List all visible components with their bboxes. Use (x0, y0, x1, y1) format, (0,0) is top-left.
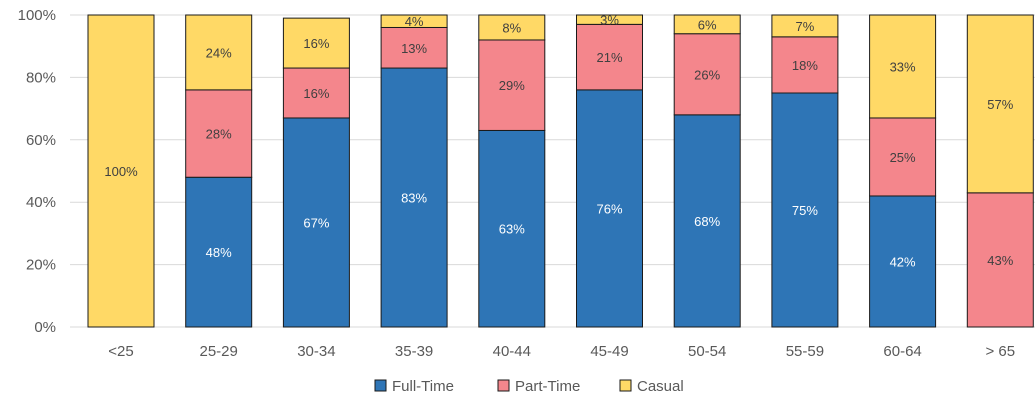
x-tick-label: <25 (108, 343, 133, 360)
bar-segment-casual (380, 14, 448, 28)
bar-segment-full-time (478, 129, 546, 328)
data-label: 26% (694, 67, 720, 82)
data-label: 75% (792, 203, 818, 218)
bar-segment-full-time (185, 176, 253, 328)
data-label: 57% (987, 97, 1013, 112)
bar-segment-part-time (771, 36, 839, 94)
data-label: 48% (206, 245, 232, 260)
data-label: 42% (890, 254, 916, 269)
y-tick-label: 20% (26, 257, 56, 274)
bar-segment-full-time (771, 92, 839, 328)
bar-segment-full-time (869, 195, 937, 328)
data-label: 24% (206, 45, 232, 60)
x-tick-label: 50-54 (688, 343, 726, 360)
data-label: 25% (890, 150, 916, 165)
bar-segment-casual (771, 14, 839, 38)
legend-swatch (619, 379, 632, 392)
y-tick-label: 60% (26, 132, 56, 149)
bar-segment-part-time (185, 89, 253, 178)
data-label: 29% (499, 78, 525, 93)
legend-label: Part-Time (515, 378, 580, 395)
x-tick-label: 45-49 (590, 343, 628, 360)
data-label: 8% (502, 20, 521, 35)
x-tick-label: 55-59 (786, 343, 824, 360)
bar-segment-casual (282, 17, 350, 69)
legend-label: Casual (637, 378, 684, 395)
data-label: 4% (405, 14, 424, 29)
bar-segment-casual (869, 14, 937, 119)
data-label: 3% (600, 13, 619, 28)
data-label: 7% (796, 19, 815, 34)
data-label: 83% (401, 191, 427, 206)
data-label: 67% (303, 215, 329, 230)
data-label: 63% (499, 222, 525, 237)
data-label: 33% (890, 59, 916, 74)
x-tick-label: 25-29 (200, 343, 238, 360)
data-label: 76% (596, 201, 622, 216)
x-tick-label: 60-64 (883, 343, 921, 360)
bar-segment-part-time (673, 33, 741, 116)
data-label: 43% (987, 253, 1013, 268)
x-tick-label: 30-34 (297, 343, 335, 360)
bar-segment-casual (576, 14, 643, 25)
y-tick-label: 40% (26, 194, 56, 211)
bar-segment-casual (478, 14, 546, 41)
bar-segment-full-time (380, 67, 448, 328)
data-label: 18% (792, 58, 818, 73)
x-tick-label: 40-44 (493, 343, 531, 360)
x-tick-label: 35-39 (395, 343, 433, 360)
y-tick-label: 80% (26, 69, 56, 86)
legend-label: Full-Time (392, 378, 454, 395)
bar-segment-part-time (282, 67, 350, 119)
data-label: 68% (694, 214, 720, 229)
bar-segment-part-time (966, 192, 1034, 328)
data-label: 13% (401, 41, 427, 56)
y-tick-label: 0% (34, 319, 56, 336)
data-label: 100% (104, 164, 138, 179)
data-label: 16% (303, 86, 329, 101)
bar-segment-part-time (380, 26, 448, 69)
bar-segment-part-time (576, 23, 643, 91)
bar-segment-full-time (576, 89, 643, 328)
bar-segment-full-time (282, 117, 350, 328)
bar-segment-full-time (673, 114, 741, 328)
data-label: 6% (698, 17, 717, 32)
y-tick-label: 100% (18, 7, 56, 24)
data-label: 21% (596, 50, 622, 65)
data-label: 16% (303, 36, 329, 51)
bar-segment-casual (966, 14, 1034, 194)
data-label: 28% (206, 127, 232, 142)
bar-segment-casual (673, 14, 741, 35)
legend-swatch (374, 379, 387, 392)
legend-swatch (497, 379, 510, 392)
bar-segment-casual (185, 14, 253, 91)
bar-segment-casual (87, 14, 155, 328)
x-tick-label: > 65 (985, 343, 1015, 360)
